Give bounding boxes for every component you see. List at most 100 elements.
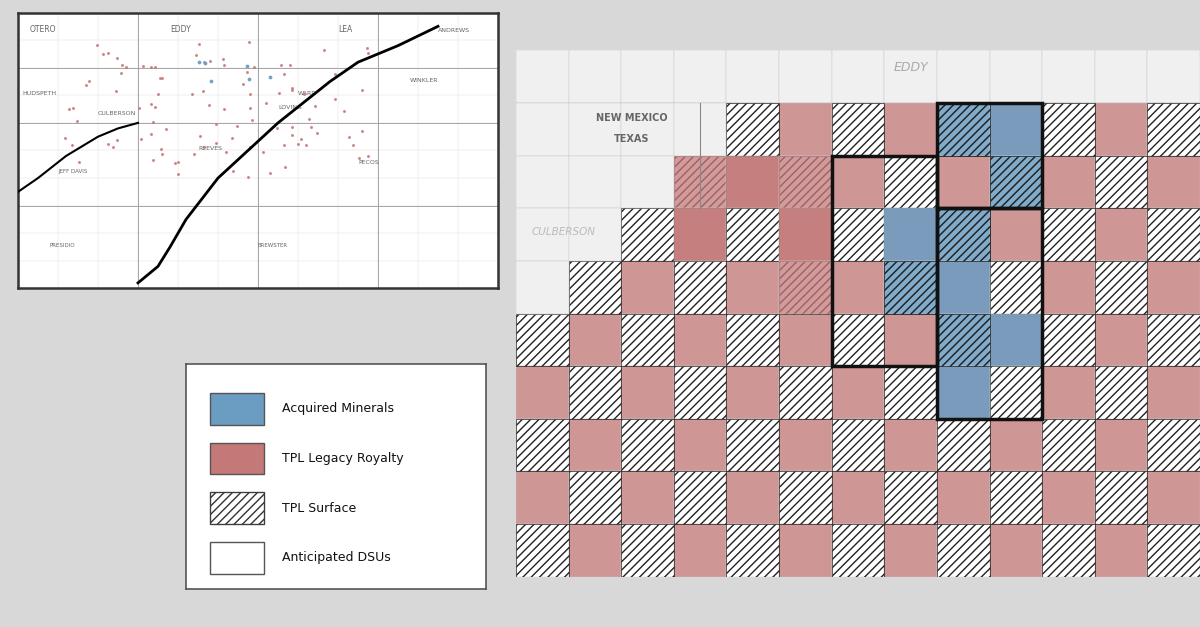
Bar <box>779 472 832 524</box>
Bar <box>569 155 622 208</box>
Bar <box>832 366 884 419</box>
Bar <box>1094 472 1147 524</box>
Text: HUDSPETH: HUDSPETH <box>22 92 56 97</box>
Bar <box>832 208 884 261</box>
Bar <box>1042 208 1094 261</box>
Bar <box>884 366 937 419</box>
Text: TEXAS: TEXAS <box>614 135 649 144</box>
Bar <box>674 472 726 524</box>
Bar <box>1094 472 1147 524</box>
Bar <box>1042 261 1094 314</box>
Point <box>131 134 150 144</box>
Bar <box>674 524 726 577</box>
Bar <box>990 366 1042 419</box>
Bar <box>1147 524 1200 577</box>
Bar <box>1042 366 1094 419</box>
Bar <box>726 314 779 366</box>
Bar <box>1094 208 1147 261</box>
Bar <box>1042 524 1094 577</box>
Bar <box>779 261 832 314</box>
Bar <box>1147 524 1200 577</box>
Point <box>242 115 262 125</box>
Bar <box>674 208 726 261</box>
Bar <box>726 155 779 208</box>
Point <box>130 103 149 113</box>
Bar <box>884 208 937 261</box>
Bar <box>779 366 832 419</box>
Bar <box>937 208 990 261</box>
Bar <box>937 103 990 155</box>
Bar <box>990 155 1042 208</box>
Point <box>108 135 127 145</box>
Bar <box>990 50 1042 103</box>
Bar <box>1094 419 1147 472</box>
Bar <box>1147 208 1200 261</box>
Point <box>253 147 272 157</box>
Bar <box>884 524 937 577</box>
Bar <box>990 103 1042 155</box>
Bar <box>569 208 622 261</box>
Point <box>240 103 259 113</box>
Bar <box>779 524 832 577</box>
Bar <box>516 314 569 366</box>
Bar <box>674 261 726 314</box>
Bar <box>569 472 622 524</box>
Point <box>150 73 169 83</box>
Bar <box>726 155 779 208</box>
Bar <box>832 261 884 314</box>
Point <box>306 101 325 111</box>
Bar <box>937 261 990 314</box>
Bar <box>1042 472 1094 524</box>
Point <box>112 68 131 78</box>
Bar <box>1147 366 1200 419</box>
Text: NEW MEXICO: NEW MEXICO <box>596 113 667 124</box>
Bar <box>622 472 674 524</box>
Bar <box>1042 208 1094 261</box>
Bar <box>1042 103 1094 155</box>
Bar <box>1147 524 1200 577</box>
Bar <box>210 393 264 424</box>
Text: EDDY: EDDY <box>170 25 191 34</box>
Bar <box>779 524 832 577</box>
Bar <box>569 314 622 366</box>
Point <box>275 162 294 172</box>
Bar <box>726 261 779 314</box>
Point <box>79 76 98 86</box>
Bar <box>937 366 990 419</box>
Point <box>103 142 122 152</box>
Bar <box>884 103 937 155</box>
Bar <box>674 155 726 208</box>
Bar <box>779 208 832 261</box>
Bar <box>516 155 569 208</box>
Bar <box>622 524 674 577</box>
Bar <box>516 208 569 261</box>
Bar <box>622 208 674 261</box>
Bar <box>726 524 779 577</box>
Point <box>275 69 294 79</box>
Bar <box>990 314 1042 366</box>
Bar <box>622 155 674 208</box>
Point <box>156 124 175 134</box>
Point <box>193 87 212 97</box>
Point <box>359 151 378 161</box>
Bar <box>674 472 726 524</box>
Point <box>194 142 214 152</box>
Bar <box>622 155 674 208</box>
Bar <box>726 472 779 524</box>
Bar <box>622 314 674 366</box>
Point <box>191 131 210 141</box>
Point <box>107 86 126 96</box>
Bar <box>1042 419 1094 472</box>
Bar <box>937 50 990 103</box>
Bar <box>937 261 990 314</box>
Bar <box>1094 366 1147 419</box>
Point <box>148 89 167 99</box>
Bar <box>674 155 726 208</box>
Text: ANDREWS: ANDREWS <box>438 28 470 33</box>
Point <box>325 69 344 79</box>
Bar <box>210 542 264 574</box>
Bar <box>726 208 779 261</box>
Bar <box>990 314 1042 366</box>
Bar <box>990 261 1042 314</box>
Point <box>55 133 74 143</box>
